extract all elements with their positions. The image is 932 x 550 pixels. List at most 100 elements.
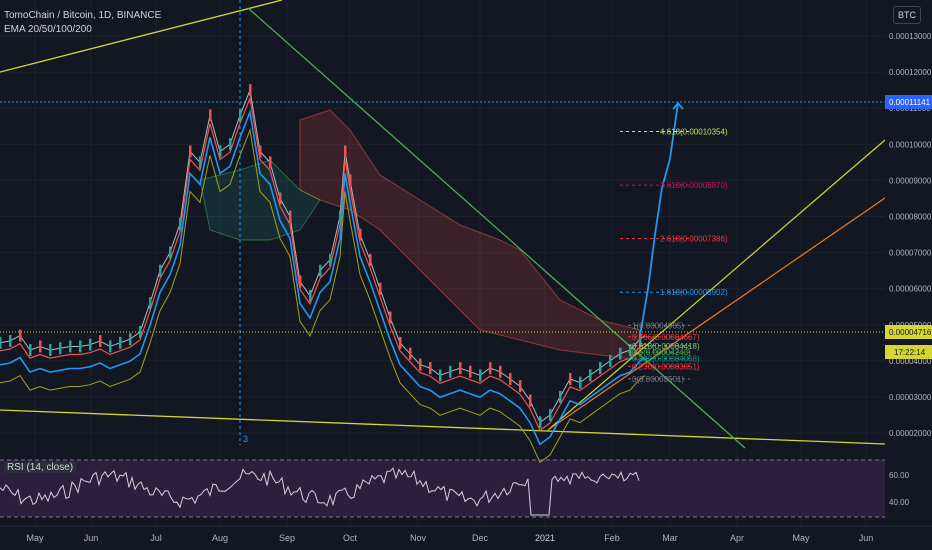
chart-title: TomoChain / Bitcoin, 1D, BINANCE	[4, 10, 162, 21]
candle	[0, 336, 2, 349]
candle	[129, 333, 132, 346]
candle	[459, 362, 462, 375]
candle	[169, 246, 172, 259]
fib-level-label: 0.382(0.00004068)	[632, 354, 700, 363]
rsi-tick-label: 40.00	[889, 498, 910, 507]
candle	[629, 344, 632, 357]
candle	[159, 264, 162, 277]
candle	[344, 145, 347, 158]
price-tick-label: 0.00013000	[889, 32, 932, 41]
candle	[209, 109, 212, 122]
time-tick-label: Mar	[662, 533, 678, 543]
candle	[469, 365, 472, 378]
fib-level-label: 1.618(0.00005902)	[660, 288, 728, 297]
fib-extension: 4.618(0.00010354) 3.618(0.00008870) 2.618(…	[620, 128, 728, 384]
ema-20-line	[0, 95, 646, 432]
price-tick-label: 0.00012000	[889, 68, 932, 77]
candle	[189, 145, 192, 158]
candle	[49, 344, 52, 357]
candle	[539, 416, 542, 429]
candle	[319, 264, 322, 277]
fib-level-label: 0.5(0.00004243)	[632, 348, 691, 357]
candle	[239, 109, 242, 122]
fib-level-label: 2.618(0.00007386)	[660, 235, 728, 244]
candle	[249, 84, 252, 97]
rsi-tick-label: 60.00	[889, 471, 910, 480]
candle	[559, 391, 562, 403]
time-tick-label: Apr	[730, 533, 744, 543]
candle	[569, 372, 572, 385]
fib-level-label: 1(0.00004985)	[632, 321, 684, 330]
candle	[229, 138, 232, 151]
rsi-label: RSI (14, close)	[4, 462, 77, 473]
trendline-top	[0, 0, 283, 73]
candle	[59, 342, 62, 355]
candle	[359, 228, 362, 241]
candle	[119, 336, 122, 349]
channel-lower	[547, 197, 886, 431]
fib-level-label: 0.618(0.00004418)	[632, 342, 700, 351]
candle	[19, 329, 22, 342]
candle	[29, 344, 32, 357]
price-tick-label: 0.00010000	[889, 140, 932, 149]
fib-level-label: 0(0.00003501)	[632, 375, 684, 384]
time-tick-label: Sep	[279, 533, 295, 543]
candle	[219, 145, 222, 158]
time-tick-label: Aug	[212, 533, 228, 543]
price-tick-label: 0.00002000	[889, 429, 932, 438]
candle	[449, 365, 452, 378]
price-tick-label: 0.00003000	[889, 393, 932, 402]
candle	[329, 253, 332, 266]
highlight-price-label: 0.00011141	[889, 98, 931, 107]
candle	[489, 362, 492, 375]
countdown-label: 17:22:14	[894, 348, 926, 357]
candle	[439, 369, 442, 382]
candle	[549, 409, 552, 422]
candle	[509, 372, 512, 385]
currency-button[interactable]: BTC	[893, 6, 921, 24]
candle	[279, 192, 282, 205]
price-axis-bg	[885, 0, 932, 550]
price-axis: 0.000130000.000120000.000110000.00010000…	[885, 0, 932, 550]
candle	[199, 156, 202, 169]
candle	[369, 253, 372, 266]
projection-arrow	[672, 101, 684, 110]
candle	[269, 156, 272, 169]
candle	[399, 336, 402, 349]
trendline-green	[247, 7, 746, 449]
time-tick-label: 2021	[535, 533, 555, 543]
fib-level-label: 4.618(0.00010354)	[660, 128, 728, 137]
candle	[79, 340, 82, 353]
candle	[259, 145, 262, 158]
price-tick-label: 0.00009000	[889, 176, 932, 185]
candle	[309, 289, 312, 302]
candle	[589, 369, 592, 382]
candle	[599, 362, 602, 375]
time-tick-label: May	[26, 533, 44, 543]
ema-50-line	[0, 109, 646, 446]
candle	[619, 347, 622, 360]
candle	[9, 335, 12, 348]
trendline-bottom	[0, 409, 886, 445]
vertical-marker-label: 3	[243, 434, 248, 444]
fib-level-label: 0.786(0.00004667)	[632, 333, 700, 342]
time-tick-label: Feb	[604, 533, 620, 543]
price-tick-label: 0.00006000	[889, 285, 932, 294]
highlight-price-bg	[885, 95, 932, 109]
time-tick-label: May	[792, 533, 810, 543]
candle	[499, 365, 502, 378]
time-tick-label: Oct	[343, 533, 358, 543]
price-tick-label: 0.00008000	[889, 213, 932, 222]
candle	[639, 333, 642, 346]
candle	[529, 394, 532, 407]
candle	[479, 369, 482, 382]
candle	[379, 282, 382, 295]
candle	[39, 340, 42, 353]
time-tick-label: Jun	[84, 533, 99, 543]
candle	[139, 326, 142, 339]
price-tick-label: 0.00007000	[889, 249, 932, 258]
candle	[429, 362, 432, 375]
rsi-line	[0, 467, 640, 516]
